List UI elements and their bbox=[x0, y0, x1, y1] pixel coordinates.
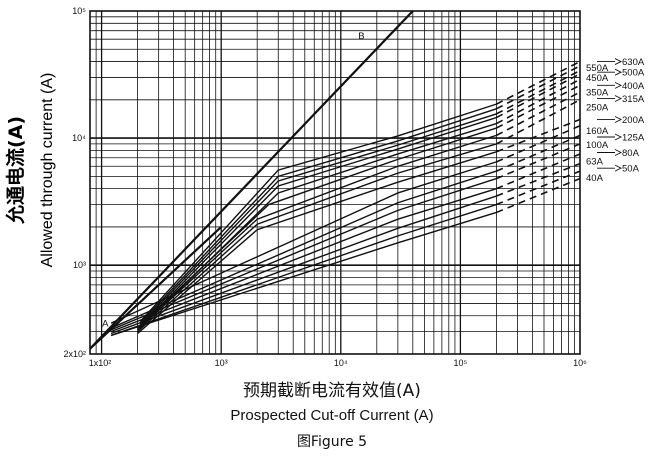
curve-label-500A: 500A bbox=[622, 68, 645, 79]
reference-label-a: A bbox=[102, 318, 109, 329]
curve-label-80A: 80A bbox=[622, 148, 640, 159]
x-tick-label: 10⁶ bbox=[573, 358, 587, 368]
figure-caption: 图Figure 5 bbox=[297, 434, 367, 450]
y-axis-title-en: Allowed through current (A) bbox=[39, 73, 56, 268]
curve-100A bbox=[110, 177, 497, 331]
curve-450A-extrapolated bbox=[496, 73, 581, 119]
label-arrow-head bbox=[614, 81, 623, 89]
curve-315A-extrapolated bbox=[496, 91, 581, 137]
curve-350A-extrapolated bbox=[496, 84, 581, 129]
curve-200A-extrapolated bbox=[496, 118, 581, 153]
curve-label-450A: 450A bbox=[586, 73, 609, 84]
curve-label-250A: 250A bbox=[586, 103, 609, 114]
y-tick-label: 10⁴ bbox=[72, 133, 86, 143]
curve-550A bbox=[139, 108, 497, 324]
curve-500A-extrapolated bbox=[496, 69, 581, 115]
x-tick-label: 1x10² bbox=[89, 358, 112, 368]
curve-160A bbox=[110, 161, 497, 324]
curve-label-550A: 550A bbox=[586, 63, 609, 74]
curve-label-40A: 40A bbox=[586, 173, 604, 184]
curve-125A-extrapolated bbox=[496, 134, 581, 172]
curve-350A bbox=[137, 127, 497, 329]
curve-label-50A: 50A bbox=[622, 164, 640, 175]
curve-label-160A: 160A bbox=[586, 126, 609, 137]
label-arrow-head bbox=[614, 133, 623, 141]
curve-80A-extrapolated bbox=[496, 153, 581, 190]
reference-line-b bbox=[89, 10, 414, 350]
x-axis-title-en: Prospected Cut-off Current (A) bbox=[230, 407, 433, 424]
curve-label-200A: 200A bbox=[622, 115, 645, 126]
curve-125A bbox=[110, 170, 497, 329]
curve-250A-extrapolated bbox=[496, 99, 581, 145]
curve-label-315A: 315A bbox=[622, 94, 645, 105]
axis-ticks: 1x10² 10³ 10⁴ 10⁵ 10⁶ 2x10² 10³ 10⁴ 10⁵ bbox=[63, 6, 587, 368]
curve-label-350A: 350A bbox=[586, 88, 609, 99]
y-axis-title-zh: 允通电流(A) bbox=[4, 116, 27, 225]
label-arrow-head bbox=[614, 58, 623, 65]
curve-label-125A: 125A bbox=[622, 132, 645, 143]
curve-450A bbox=[139, 116, 497, 327]
curve-labels: 630A 550A 500A 450A 400A 350A 315A 250A 200A 160A… bbox=[586, 57, 645, 184]
curve-160A-extrapolated bbox=[496, 125, 581, 163]
curve-label-63A: 63A bbox=[586, 157, 604, 168]
curve-500A bbox=[139, 113, 497, 326]
curve-label-100A: 100A bbox=[586, 140, 609, 151]
label-arrow-head bbox=[614, 116, 623, 123]
y-tick-label: 10³ bbox=[73, 260, 86, 270]
curve-315A bbox=[137, 134, 497, 331]
x-tick-label: 10⁵ bbox=[454, 358, 468, 368]
x-tick-label: 10⁴ bbox=[334, 358, 348, 368]
curve-label-630A: 630A bbox=[622, 57, 645, 68]
curve-630A-extrapolated bbox=[496, 60, 581, 105]
y-tick-label: 2x10² bbox=[63, 349, 86, 359]
curve-63A bbox=[110, 195, 497, 335]
curve-630A bbox=[139, 103, 497, 323]
fuse-curves bbox=[110, 60, 581, 337]
x-tick-label: 10³ bbox=[215, 358, 228, 368]
curve-400A-extrapolated bbox=[496, 78, 581, 125]
curve-63A-extrapolated bbox=[496, 162, 581, 197]
y-tick-label: 10⁵ bbox=[72, 6, 86, 16]
reference-label-b: B bbox=[358, 31, 364, 42]
label-arrow-head bbox=[614, 95, 623, 102]
label-arrow-head bbox=[614, 164, 623, 172]
curve-400A bbox=[139, 122, 497, 329]
label-arrow-head bbox=[614, 149, 623, 156]
curve-40A bbox=[110, 211, 497, 337]
curve-50A bbox=[110, 203, 497, 337]
curve-200A bbox=[137, 151, 497, 335]
curve-550A-extrapolated bbox=[496, 65, 581, 110]
curve-50A-extrapolated bbox=[496, 170, 581, 206]
curve-40A-extrapolated bbox=[496, 177, 581, 214]
curve-250A bbox=[137, 143, 497, 333]
label-arrow-head bbox=[614, 68, 623, 76]
curve-100A-extrapolated bbox=[496, 143, 581, 180]
x-axis-title-zh: 预期截断电流有效值(A) bbox=[243, 381, 421, 401]
curve-80A bbox=[110, 187, 497, 333]
curve-label-400A: 400A bbox=[622, 81, 645, 92]
